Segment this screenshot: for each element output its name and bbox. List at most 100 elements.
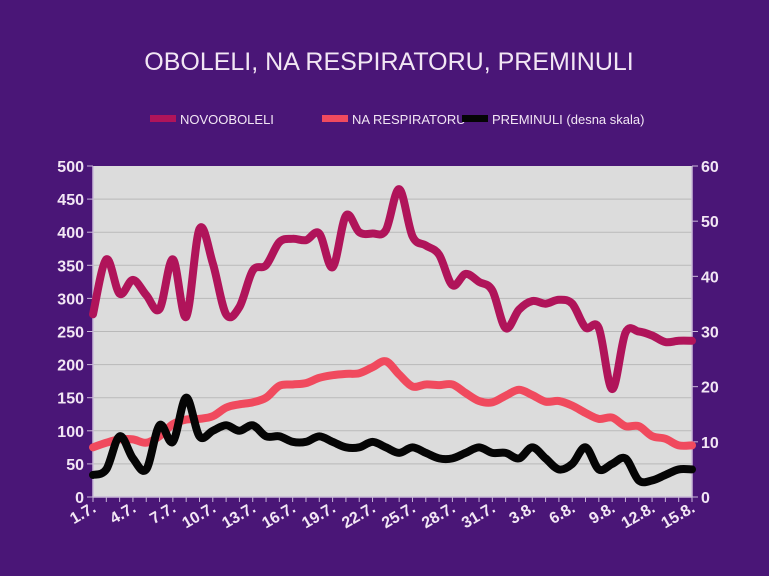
data-point	[199, 228, 200, 229]
data-point	[279, 385, 280, 386]
x-tick-label: 15.8.	[659, 500, 698, 533]
x-tick-label: 22.7.	[339, 500, 378, 533]
data-point	[132, 279, 133, 280]
data-point	[612, 463, 613, 464]
data-point	[266, 436, 267, 437]
data-point	[558, 401, 559, 402]
y-tick-label: 0	[75, 490, 84, 507]
legend-item: PREMINULI (desna skala)	[462, 112, 644, 127]
data-point	[305, 240, 306, 241]
data-point	[652, 480, 653, 481]
data-point	[399, 374, 400, 375]
data-point	[385, 230, 386, 231]
data-point	[332, 441, 333, 442]
data-point	[492, 290, 493, 291]
y-tick-label: 150	[57, 391, 84, 408]
data-point	[345, 215, 346, 216]
data-point	[558, 299, 559, 300]
data-point	[572, 463, 573, 464]
x-tick-label: 10.7.	[179, 500, 218, 533]
data-point	[372, 233, 373, 234]
data-point	[598, 328, 599, 329]
series-line	[89, 185, 696, 394]
data-point	[132, 439, 133, 440]
legend-swatch	[150, 115, 176, 122]
x-tick-label: 3.8.	[507, 500, 539, 528]
data-point	[532, 395, 533, 396]
x-tick-label: 28.7.	[419, 500, 458, 533]
data-point	[492, 402, 493, 403]
y2-tick-label: 10	[701, 435, 719, 452]
data-point	[106, 259, 107, 260]
data-point	[692, 445, 693, 446]
data-point	[612, 417, 613, 418]
y2-tick-label: 50	[701, 214, 719, 231]
data-point	[345, 373, 346, 374]
legend-label: NOVOOBOLELI	[180, 112, 274, 127]
data-point	[212, 430, 213, 431]
data-point	[319, 436, 320, 437]
data-point	[479, 281, 480, 282]
data-point	[678, 469, 679, 470]
data-point	[186, 397, 187, 398]
data-point	[359, 373, 360, 374]
x-tick-label: 6.8.	[547, 500, 579, 528]
data-point	[319, 377, 320, 378]
data-point	[665, 438, 666, 439]
data-point	[465, 452, 466, 453]
data-point	[146, 442, 147, 443]
data-point	[252, 402, 253, 403]
data-point	[518, 389, 519, 390]
data-point	[518, 309, 519, 310]
data-point	[93, 447, 94, 448]
data-point	[412, 447, 413, 448]
y2-tick-label: 20	[701, 380, 719, 397]
y-tick-label: 50	[66, 457, 84, 474]
data-point	[146, 295, 147, 296]
x-tick-label: 16.7.	[259, 500, 298, 533]
legend-item: NOVOOBOLELI	[150, 112, 274, 127]
data-point	[439, 254, 440, 255]
data-point	[585, 412, 586, 413]
data-point	[332, 267, 333, 268]
data-point	[545, 303, 546, 304]
data-point	[665, 342, 666, 343]
data-point	[532, 447, 533, 448]
data-point	[199, 436, 200, 437]
data-point	[612, 389, 613, 390]
y-tick-label: 450	[57, 192, 84, 209]
data-point	[266, 397, 267, 398]
chart-title: OBOLELI, NA RESPIRATORU, PREMINULI	[144, 48, 633, 76]
y2-tick-label: 60	[701, 159, 719, 176]
y2-tick-label: 30	[701, 325, 719, 342]
data-point	[505, 452, 506, 453]
data-point	[239, 307, 240, 308]
data-point	[266, 265, 267, 266]
y-tick-label: 100	[57, 424, 84, 441]
data-point	[399, 452, 400, 453]
data-point	[239, 430, 240, 431]
data-point	[385, 447, 386, 448]
data-point	[692, 340, 693, 341]
data-point	[252, 270, 253, 271]
data-point	[412, 386, 413, 387]
data-point	[572, 303, 573, 304]
data-point	[412, 236, 413, 237]
x-tick-label: 7.7.	[147, 500, 179, 528]
data-point	[652, 335, 653, 336]
series-lines	[89, 185, 696, 487]
data-point	[119, 293, 120, 294]
y-tick-label: 300	[57, 291, 84, 308]
data-point	[359, 447, 360, 448]
x-tick-label: 1.7.	[67, 500, 99, 528]
data-point	[305, 441, 306, 442]
data-point	[93, 314, 94, 315]
data-point	[359, 232, 360, 233]
data-point	[226, 314, 227, 315]
data-point	[638, 480, 639, 481]
data-point	[678, 445, 679, 446]
data-point	[545, 458, 546, 459]
data-point	[186, 316, 187, 317]
x-tick-label: 19.7.	[299, 500, 338, 533]
